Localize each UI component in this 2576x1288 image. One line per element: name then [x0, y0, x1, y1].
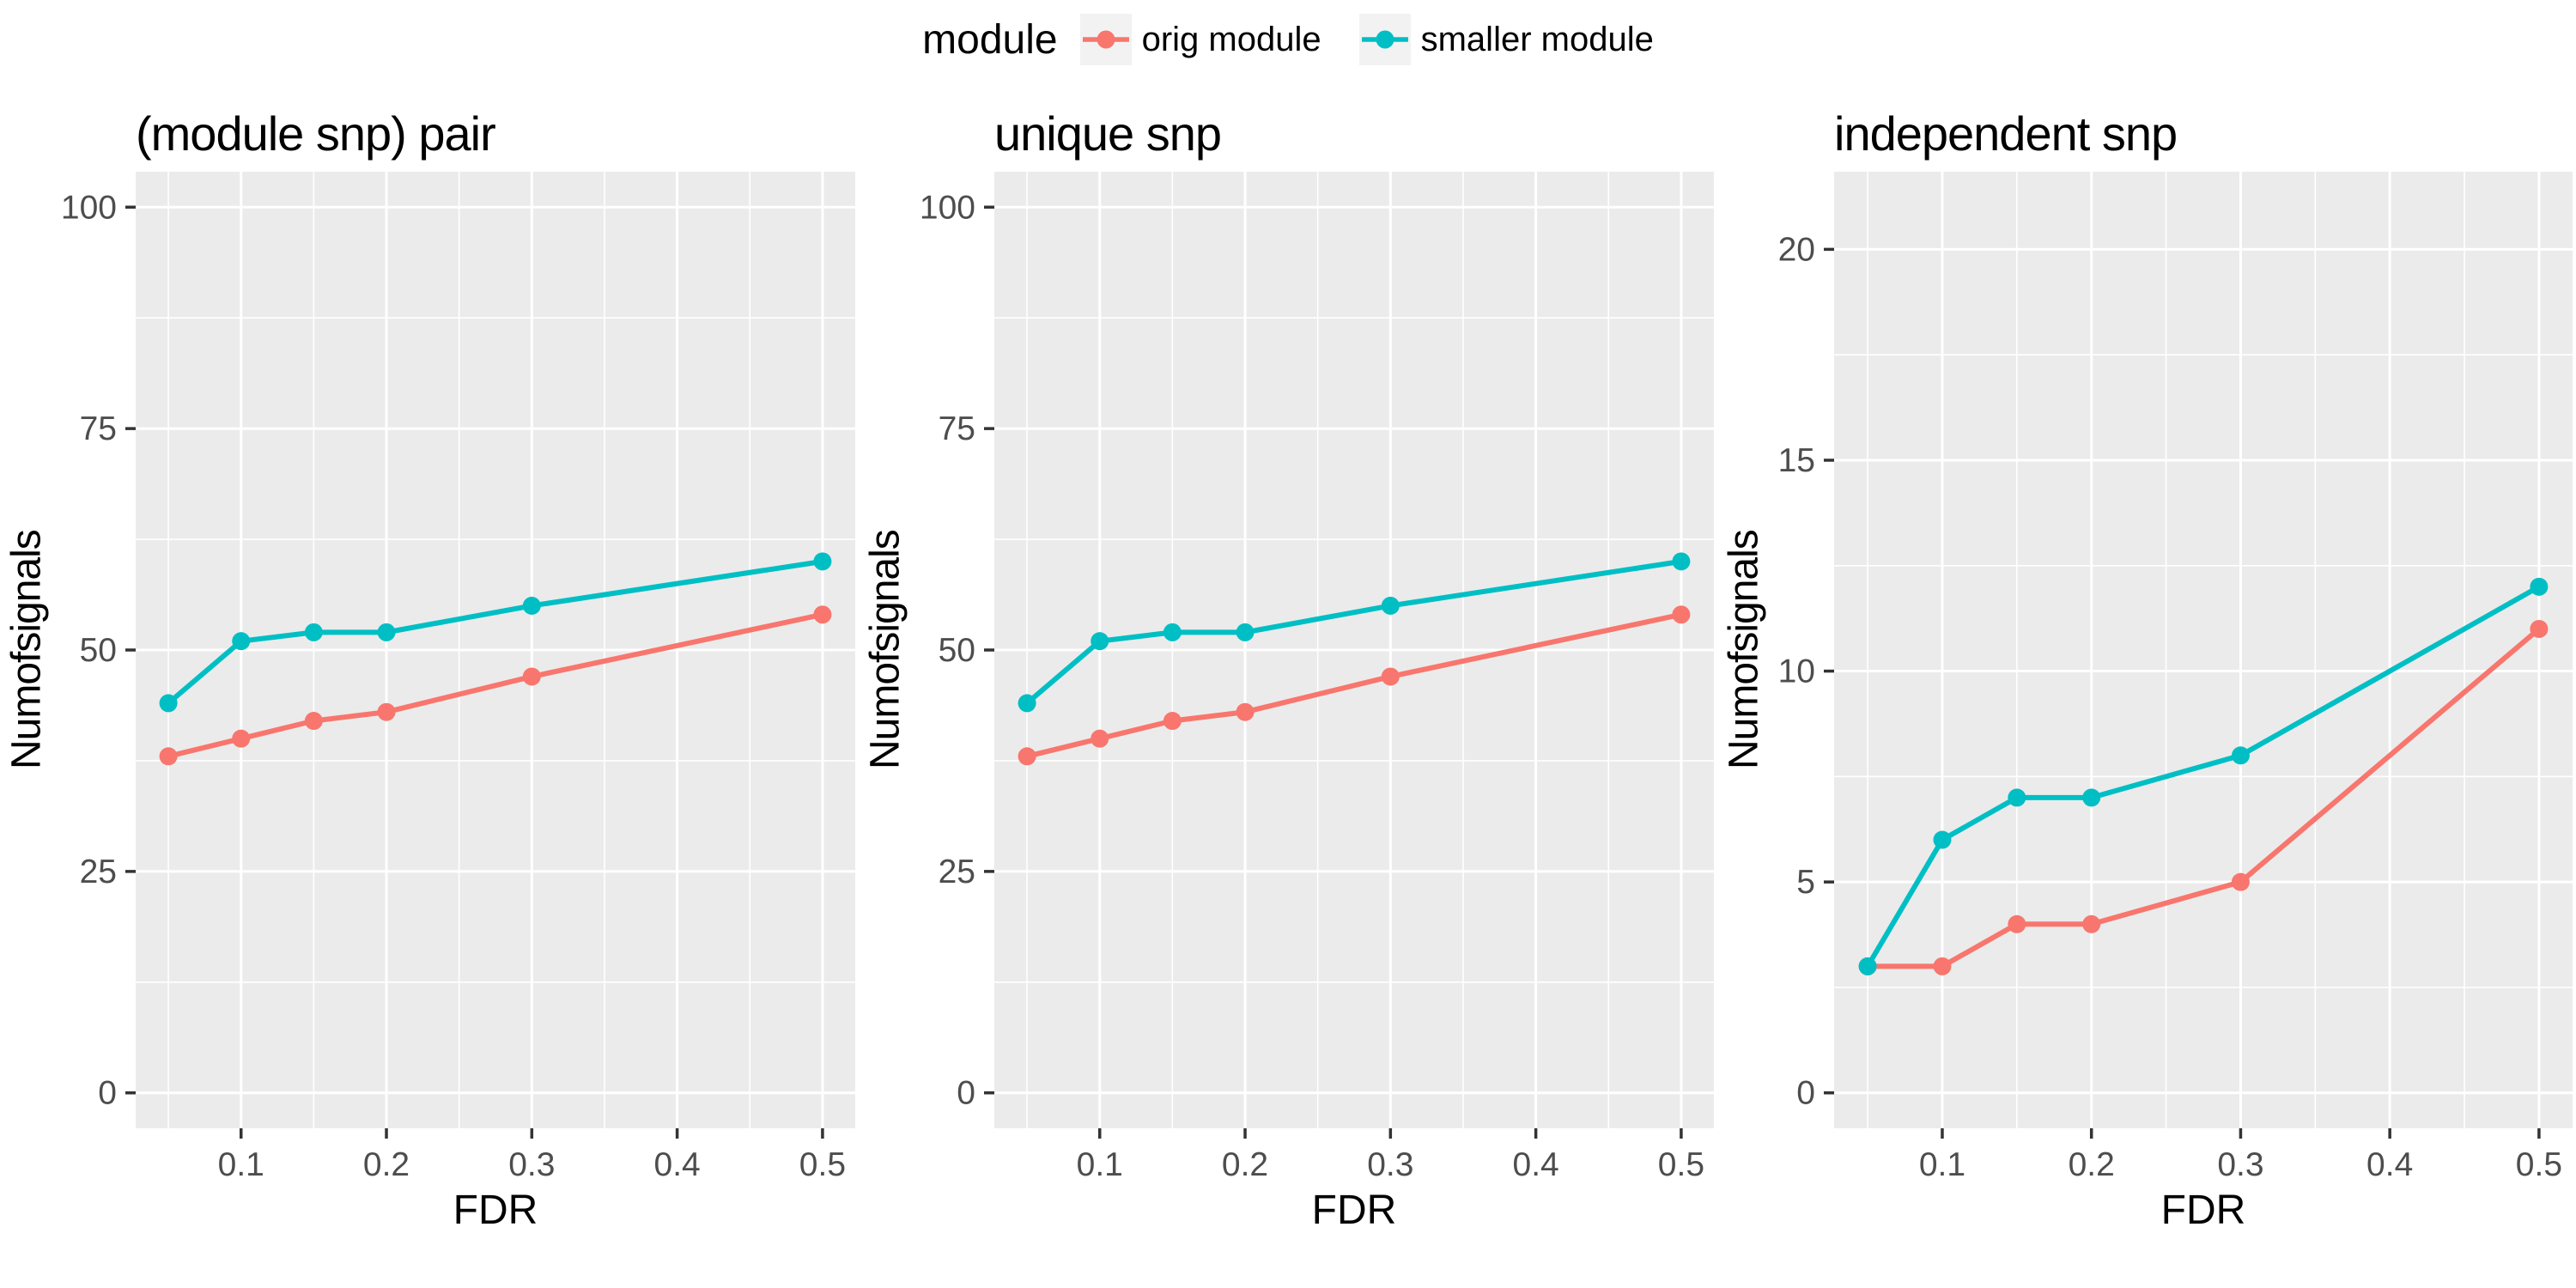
legend-key-orig-module [1079, 14, 1132, 65]
point-smaller-module-4 [522, 597, 541, 616]
point-smaller-module-5 [1672, 552, 1691, 571]
legend-point-icon [1376, 30, 1394, 49]
point-smaller-module-4 [1381, 597, 1400, 616]
plot-area: 0.1 0.2 0.3 0.4 0.5 0 25 50 75 100 [61, 172, 855, 1183]
panel-background [1834, 172, 2573, 1129]
point-orig-module-5 [2530, 620, 2549, 639]
panel-title: unique snp [994, 106, 1222, 161]
point-orig-module-3 [1236, 703, 1255, 722]
x-tick-label: 0.4 [654, 1146, 701, 1183]
point-smaller-module-5 [2530, 578, 2549, 597]
point-orig-module-1 [1091, 730, 1109, 749]
legend-point-icon [1097, 30, 1115, 49]
x-tick-label: 0.5 [799, 1146, 846, 1183]
line-orig-module [1865, 626, 2542, 969]
y-tick-label: 0 [1796, 1075, 1815, 1112]
x-tick-label: 0.1 [1077, 1146, 1123, 1183]
panel-unique-snp: unique snp Numofsignals 0.1 0.2 0.3 0.4 0.5 0… [859, 88, 1717, 1234]
point-smaller-module-3 [377, 623, 396, 642]
y-tick-label: 25 [80, 854, 117, 890]
point-orig-module-4 [2231, 873, 2250, 892]
point-orig-module-2 [304, 712, 323, 731]
line-smaller-module [166, 559, 825, 707]
point-orig-module-2 [1163, 712, 1182, 731]
x-tick-label: 0.4 [1513, 1146, 1559, 1183]
plot-canvas: Numofsignals 0.1 0.2 0.3 0.4 0.5 0 25 50 75 100 [859, 167, 1717, 1188]
x-tick-label: 0.2 [2069, 1146, 2115, 1183]
point-smaller-module-1 [1933, 830, 1952, 849]
x-axis-title: FDR [1311, 1188, 1397, 1234]
panel-title: independent snp [1834, 106, 2178, 161]
point-orig-module-5 [1672, 605, 1691, 624]
x-tick-label: 0.4 [2366, 1146, 2413, 1183]
point-orig-module-3 [2082, 915, 2101, 934]
point-smaller-module-2 [2008, 788, 2026, 807]
panel-module-snp-pair: (module snp) pair Numofsignals 0.1 0.2 0.3… [0, 88, 859, 1234]
y-tick-label: 100 [61, 190, 117, 227]
x-tick-label: 0.2 [1222, 1146, 1268, 1183]
y-tick-label: 20 [1778, 232, 1815, 269]
plot-canvas: Numofsignals 0.1 0.2 0.3 0.4 0.5 0 5 10 15 20 [1717, 167, 2576, 1188]
legend-item-smaller-module: smaller module [1358, 14, 1654, 65]
y-tick-label: 15 [1778, 442, 1815, 479]
y-tick-label: 50 [939, 632, 975, 669]
y-tick-label: 75 [939, 411, 975, 448]
point-orig-module-3 [377, 703, 396, 722]
point-smaller-module-1 [232, 632, 251, 651]
point-orig-module-0 [1018, 747, 1036, 766]
line-smaller-module [1024, 559, 1684, 707]
point-smaller-module-0 [159, 694, 178, 713]
point-smaller-module-0 [1858, 957, 1877, 976]
y-tick-label: 100 [920, 190, 975, 227]
point-orig-module-4 [522, 667, 541, 686]
legend-item-orig-module: orig module [1079, 14, 1321, 65]
point-smaller-module-4 [2231, 746, 2250, 765]
point-orig-module-1 [232, 730, 251, 749]
y-tick-label: 25 [939, 854, 975, 890]
y-tick-label: 10 [1778, 653, 1815, 690]
y-tick-label: 0 [957, 1075, 975, 1112]
point-smaller-module-3 [1236, 623, 1255, 642]
line-orig-module [166, 612, 825, 760]
x-tick-label: 0.1 [218, 1146, 264, 1183]
y-tick-label: 0 [98, 1075, 117, 1112]
plot-area: 0.1 0.2 0.3 0.4 0.5 0 25 50 75 100 [920, 172, 1714, 1183]
point-smaller-module-0 [1018, 694, 1036, 713]
point-orig-module-5 [813, 605, 832, 624]
point-orig-module-2 [2008, 915, 2026, 934]
point-smaller-module-2 [1163, 623, 1182, 642]
point-smaller-module-1 [1091, 632, 1109, 651]
point-smaller-module-3 [2082, 788, 2101, 807]
plot-area: 0.1 0.2 0.3 0.4 0.5 0 5 10 15 20 [1778, 172, 2573, 1183]
x-tick-label: 0.1 [1919, 1146, 1965, 1183]
point-smaller-module-2 [304, 623, 323, 642]
y-tick-label: 75 [80, 411, 117, 448]
y-tick-label: 50 [80, 632, 117, 669]
legend-item-label: smaller module [1420, 20, 1654, 58]
legend: module orig module smaller module [0, 12, 2576, 67]
x-tick-label: 0.3 [1367, 1146, 1413, 1183]
panel-independent-snp: independent snp Numofsignals 0.1 0.2 0.3 0.… [1717, 88, 2576, 1234]
line-smaller-module [1865, 584, 2542, 969]
legend-key-smaller-module [1358, 14, 1411, 65]
x-tick-label: 0.2 [363, 1146, 410, 1183]
legend-item-label: orig module [1141, 20, 1321, 58]
panel-title: (module snp) pair [136, 106, 496, 161]
x-tick-label: 0.5 [2516, 1146, 2562, 1183]
point-orig-module-0 [159, 747, 178, 766]
point-orig-module-4 [1381, 667, 1400, 686]
x-axis-title: FDR [2160, 1188, 2246, 1234]
plot-canvas: Numofsignals 0.1 0.2 0.3 0.4 0.5 0 25 50 75 100 [0, 167, 859, 1188]
x-tick-label: 0.3 [508, 1146, 555, 1183]
y-tick-label: 5 [1796, 865, 1815, 902]
x-tick-label: 0.3 [2217, 1146, 2263, 1183]
plots-row: (module snp) pair Numofsignals 0.1 0.2 0.3… [0, 88, 2576, 1234]
point-orig-module-1 [1933, 957, 1952, 976]
line-orig-module [1024, 612, 1684, 760]
legend-title: module [922, 16, 1058, 63]
x-axis-title: FDR [453, 1188, 538, 1234]
x-tick-label: 0.5 [1658, 1146, 1704, 1183]
point-smaller-module-5 [813, 552, 832, 571]
